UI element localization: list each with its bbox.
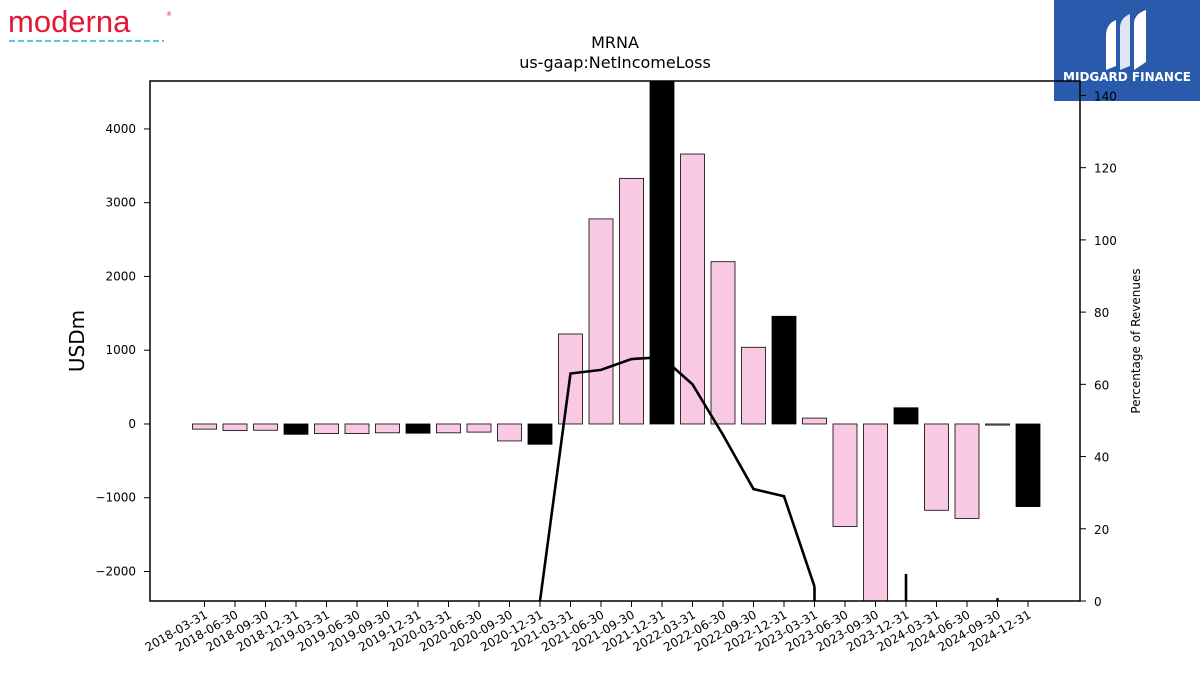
y2-tick-label: 140 (1094, 89, 1117, 103)
y2-tick-label: 20 (1094, 523, 1109, 537)
y2-axis-label: Percentage of Revenues (1129, 268, 1143, 413)
bar-2021-06-30 (588, 218, 614, 425)
midgard-m-icon (1106, 10, 1146, 70)
y-tick-label: 1000 (105, 343, 136, 357)
moderna-logo: moderna ® (8, 4, 172, 42)
bar-2018-06-30 (222, 423, 248, 432)
bar-2024-09-30 (985, 423, 1010, 426)
bar-2021-09-30 (619, 177, 644, 425)
y-axis-secondary: 0 20 40 60 80 100 120 140 (1080, 89, 1117, 609)
bar-2020-06-30 (466, 423, 492, 433)
bar-2019-09-30 (375, 423, 400, 434)
bar-2020-12-31 (527, 423, 553, 445)
midgard-finance-text: MIDGARD FINANCE (1063, 70, 1191, 84)
bar-2022-12-31 (771, 315, 797, 425)
bar-2019-03-31 (314, 423, 339, 434)
bar-2023-03-31 (802, 417, 827, 425)
y2-tick-label: 0 (1094, 595, 1102, 609)
bar-2018-12-31 (283, 423, 309, 435)
bar-2022-06-30 (710, 261, 736, 425)
bar-2024-12-31 (1015, 423, 1041, 507)
bar-2020-09-30 (497, 423, 522, 442)
y-tick-label: 2000 (105, 269, 136, 283)
bar-2024-03-31 (924, 423, 949, 511)
x-axis: 2018-03-312018-06-302018-09-302018-12-31… (143, 601, 1034, 654)
y2-tick-label: 80 (1094, 306, 1109, 320)
bar-2018-09-30 (253, 423, 278, 431)
bar-2024-06-30 (954, 423, 980, 519)
bar-2022-03-31 (680, 153, 705, 425)
y-tick-label: −1000 (95, 491, 136, 505)
registered-mark-icon: ® (166, 11, 172, 18)
chart-title: MRNA (591, 33, 639, 52)
y-tick-label: 3000 (105, 196, 136, 210)
midgard-finance-badge: MIDGARD FINANCE (1054, 0, 1200, 101)
y2-tick-label: 120 (1094, 162, 1117, 176)
y-axis-label: USDm (65, 310, 89, 372)
bar-2019-12-31 (405, 423, 431, 434)
bar-2019-06-30 (344, 423, 370, 434)
line-segment (538, 355, 816, 602)
y-tick-label: 4000 (105, 122, 136, 136)
chart-subtitle: us-gaap:NetIncomeLoss (519, 53, 711, 72)
bar-2023-12-31 (893, 407, 919, 425)
y-tick-label: 0 (128, 417, 136, 431)
bar-series (192, 80, 1041, 602)
bar-2023-06-30 (832, 423, 858, 527)
y-tick-label: −2000 (95, 564, 136, 578)
bar-2020-03-31 (436, 423, 461, 434)
y2-tick-label: 40 (1094, 451, 1109, 465)
y2-tick-label: 100 (1094, 234, 1117, 248)
moderna-logo-text: moderna (8, 4, 131, 39)
plot-frame (149, 80, 1081, 602)
bar-2023-09-30 (863, 423, 888, 602)
bar-2021-12-31 (649, 80, 675, 425)
midgard-finance-logo: MIDGARD FINANCE (1054, 0, 1200, 101)
y-axis-primary: −2000 −1000 0 1000 2000 3000 4000 (95, 122, 150, 578)
bar-2022-09-30 (741, 346, 766, 425)
y2-tick-label: 60 (1094, 378, 1109, 392)
bar-2018-03-31 (192, 423, 217, 430)
